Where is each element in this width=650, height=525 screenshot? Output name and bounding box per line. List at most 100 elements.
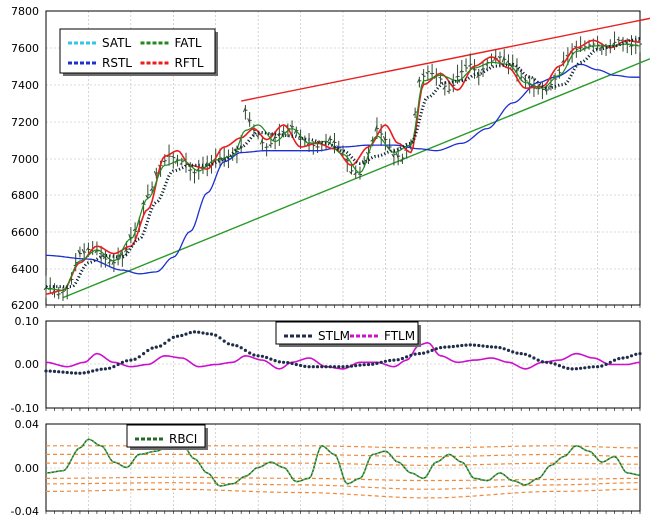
stlm-point: [66, 371, 69, 374]
stlm-point: [566, 367, 569, 370]
y-tick-label: -0.10: [11, 402, 39, 415]
stlm-point: [333, 365, 336, 368]
stlm-point: [257, 354, 260, 357]
stlm-point: [83, 371, 86, 374]
stlm-point: [401, 357, 404, 360]
stlm-point: [515, 352, 518, 355]
price-bar-open: [468, 65, 470, 66]
stlm-point: [384, 360, 387, 363]
stlm-point: [74, 372, 77, 375]
stlm-point: [554, 362, 557, 365]
stlm-point: [206, 332, 209, 335]
stlm-point: [282, 361, 285, 364]
legend-label: FATL: [175, 36, 202, 50]
stlm-point: [91, 369, 94, 372]
stlm-point: [456, 344, 459, 347]
stlm-point: [244, 349, 247, 352]
stlm-point: [464, 344, 467, 347]
stlm-point: [218, 336, 221, 339]
stlm-point: [613, 359, 616, 362]
stlm-point: [261, 355, 264, 358]
stlm-point: [159, 344, 162, 347]
stlm-point: [596, 365, 599, 368]
stlm-point: [545, 361, 548, 364]
stlm-point: [193, 330, 196, 333]
stlm-point: [477, 344, 480, 347]
stlm-point: [176, 335, 179, 338]
stlm-point: [392, 359, 395, 362]
stlm-point: [117, 363, 120, 366]
legend-label: RFTL: [175, 56, 204, 70]
stlm-point: [380, 361, 383, 364]
stlm-point: [494, 346, 497, 349]
stlm-point: [481, 344, 484, 347]
stlm-point: [286, 361, 289, 364]
stlm-point: [469, 343, 472, 346]
stlm-point: [231, 343, 234, 346]
y-tick-label: 7800: [11, 5, 39, 18]
stlm-point: [151, 347, 154, 350]
stlm-point: [49, 370, 52, 373]
legend-label: RBCI: [169, 432, 197, 446]
y-tick-label: 7600: [11, 42, 39, 55]
stlm-point: [592, 365, 595, 368]
stlm-point: [426, 350, 429, 353]
stlm-point: [448, 345, 451, 348]
stlm-point: [439, 346, 442, 349]
stlm-point: [125, 359, 128, 362]
stlm-point: [108, 367, 111, 370]
stlm-point: [511, 350, 514, 353]
stlm-point: [405, 355, 408, 358]
stlm-point: [163, 342, 166, 345]
stlm-point: [354, 364, 357, 367]
y-tick-label: 0.00: [15, 462, 40, 475]
stlm-point: [95, 368, 98, 371]
stlm-point: [498, 346, 501, 349]
stlm-point: [341, 365, 344, 368]
stlm-point: [524, 353, 527, 356]
stlm-point: [100, 368, 103, 371]
stlm-point: [189, 331, 192, 334]
stlm-point: [134, 358, 137, 361]
legend-label: STLM: [318, 329, 350, 343]
stlm-point: [388, 359, 391, 362]
stlm-point: [562, 366, 565, 369]
stlm-point: [269, 358, 272, 361]
stlm-point: [490, 345, 493, 348]
stlm-point: [248, 351, 251, 354]
stlm-point: [431, 349, 434, 352]
y-tick-label: 7000: [11, 153, 39, 166]
stlm-point: [537, 359, 540, 362]
stlm-point: [291, 362, 294, 365]
stlm-point: [486, 345, 489, 348]
stlm-point: [316, 365, 319, 368]
price-bar-open: [299, 139, 301, 140]
y-tick-label: -0.04: [11, 505, 39, 518]
stlm-point: [532, 356, 535, 359]
stlm-point: [541, 360, 544, 363]
stlm-point: [274, 359, 277, 362]
stlm-point: [265, 356, 268, 359]
stlm-point: [575, 367, 578, 370]
stlm-point: [473, 344, 476, 347]
stlm-point: [528, 354, 531, 357]
legend-label: SATL: [102, 36, 131, 50]
stlm-point: [443, 346, 446, 349]
stlm-point: [414, 353, 417, 356]
stlm-point: [112, 365, 115, 368]
stlm-point: [617, 357, 620, 360]
y-tick-label: 0.04: [15, 418, 40, 431]
stlm-point: [520, 352, 523, 355]
stlm-point: [371, 363, 374, 366]
price-bar-open: [171, 156, 173, 157]
y-tick-label: 6200: [11, 299, 39, 312]
stlm-point: [346, 365, 349, 368]
stlm-point: [57, 370, 60, 373]
stlm-point: [638, 352, 641, 355]
stlm-point: [146, 349, 149, 352]
stlm-point: [337, 365, 340, 368]
stlm-point: [299, 364, 302, 367]
